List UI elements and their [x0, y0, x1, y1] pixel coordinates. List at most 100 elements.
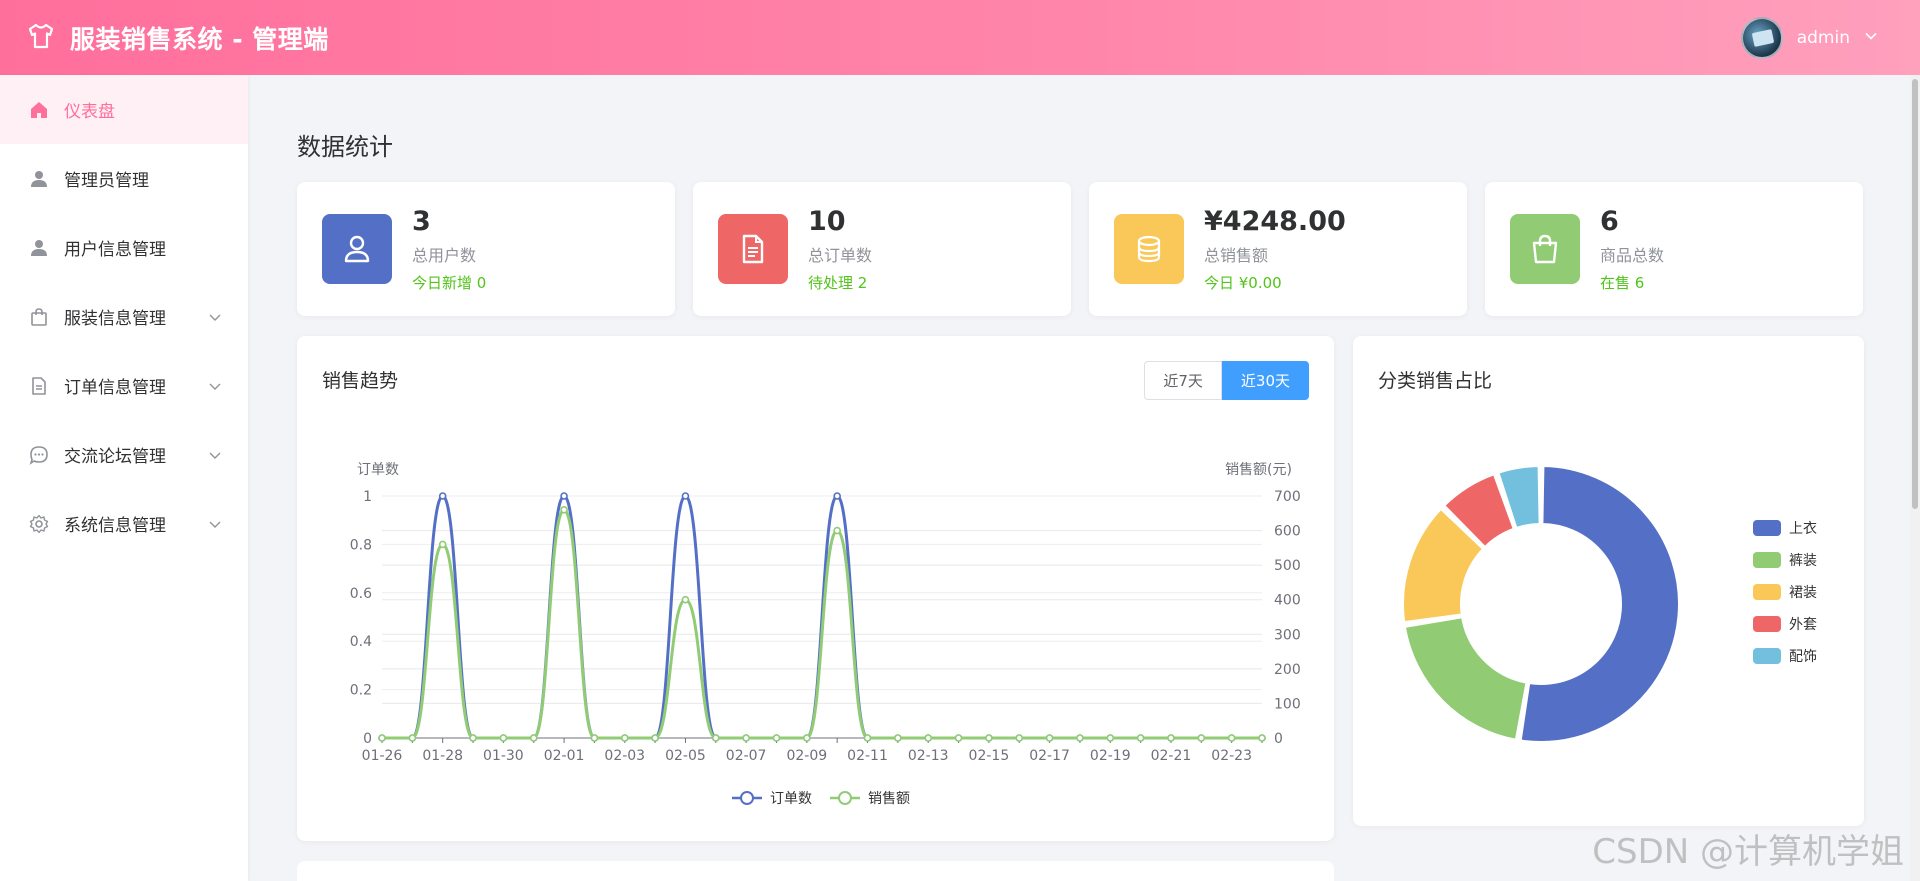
range-7-days-button[interactable]: 近7天 [1144, 361, 1222, 400]
stat-label: 总订单数 [808, 245, 873, 265]
legend-swatch [1753, 584, 1781, 600]
data-point [681, 492, 690, 500]
home-icon [28, 99, 50, 121]
x-tick-label: 01-26 [362, 748, 403, 764]
data-point [742, 734, 750, 742]
sales-trend-chart: 010020030040050060070000.20.40.60.81订单数销… [350, 462, 1301, 807]
data-point [985, 734, 993, 742]
data-point [560, 492, 568, 500]
x-tick-label: 02-21 [1151, 748, 1192, 764]
bag-icon [28, 306, 50, 328]
legend-swatch [1753, 520, 1781, 536]
pie-slice-配饰 [1497, 465, 1541, 529]
document-icon [28, 375, 50, 397]
data-point [863, 734, 872, 742]
sidebar-item-system[interactable]: 系统信息管理 [0, 489, 248, 558]
user-icon [28, 168, 50, 190]
y-right-tick-label: 300 [1274, 627, 1301, 643]
sidebar-item-forum[interactable]: 交流论坛管理 [0, 420, 248, 489]
page-scrollbar[interactable] [1910, 75, 1920, 881]
series-line-销售额 [382, 508, 1262, 740]
app-title: 服装销售系统 - 管理端 [70, 24, 329, 54]
sidebar-item-clothing[interactable]: 服装信息管理 [0, 282, 248, 351]
user-menu[interactable]: admin [1740, 16, 1878, 59]
x-tick-label: 02-05 [665, 748, 706, 764]
top-header: 服装销售系统 - 管理端 admin [0, 0, 1920, 75]
y-right-tick-label: 700 [1274, 489, 1301, 505]
username[interactable]: admin [1796, 27, 1850, 48]
next-panel-top [297, 861, 1334, 881]
chevron-down-icon[interactable] [208, 379, 222, 393]
y-right-tick-label: 100 [1274, 696, 1301, 712]
sidebar-item-orders[interactable]: 订单信息管理 [0, 351, 248, 420]
y-left-tick-label: 0 [363, 731, 372, 747]
stat-value: 10 [808, 205, 846, 237]
range-30-days-button[interactable]: 近30天 [1221, 361, 1309, 400]
legend-label: 订单数 [770, 791, 812, 807]
coins-icon [1114, 214, 1184, 284]
legend-marker [838, 791, 852, 805]
data-point [529, 734, 538, 742]
user-icon [28, 237, 50, 259]
sidebar-item-label: 订单信息管理 [64, 378, 166, 398]
data-point [833, 526, 841, 535]
sidebar-item-label: 用户信息管理 [64, 240, 166, 260]
sidebar-item-dashboard[interactable]: 仪表盘 [0, 75, 248, 144]
scrollbar-thumb[interactable] [1912, 79, 1918, 509]
y-right-tick-label: 400 [1274, 593, 1301, 609]
data-point [803, 734, 811, 742]
data-point [924, 734, 933, 742]
x-tick-label: 02-01 [544, 748, 585, 764]
stat-label: 总用户数 [412, 245, 477, 265]
stat-value: ¥4248.00 [1204, 205, 1346, 237]
stat-label: 商品总数 [1600, 245, 1665, 265]
pie-slice-上衣 [1519, 465, 1680, 743]
sidebar-item-label: 仪表盘 [64, 102, 115, 122]
sidebar-item-users[interactable]: 用户信息管理 [0, 213, 248, 282]
legend-label: 裙装 [1789, 585, 1817, 601]
chevron-down-icon[interactable] [208, 310, 222, 324]
range-toggle: 近7天 近30天 [1144, 361, 1309, 400]
data-point [894, 734, 902, 742]
x-tick-label: 02-11 [847, 748, 888, 764]
sidebar-item-label: 系统信息管理 [64, 516, 166, 536]
stat-sub: 待处理 2 [808, 273, 868, 292]
data-point [1167, 734, 1175, 742]
avatar[interactable] [1740, 16, 1783, 59]
sidebar: 仪表盘 管理员管理 用户信息管理 服装信息管理 订单信息管理 交流论坛管理 [0, 75, 248, 881]
legend-swatch [1753, 648, 1781, 664]
stat-card-orders: 10 总订单数 待处理 2 [693, 182, 1071, 316]
chevron-down-icon[interactable] [1864, 28, 1878, 47]
y-left-axis-label: 订单数 [357, 462, 399, 478]
stat-sub: 今日 ¥0.00 [1204, 273, 1282, 292]
sales-trend-panel: 销售趋势 近7天 近30天 0 100 200 300 400 500 600 700 0 0.2… [297, 336, 1334, 841]
data-point [954, 734, 963, 742]
pie-slice-裙装 [1402, 507, 1484, 624]
data-point [438, 492, 447, 500]
sidebar-item-label: 服装信息管理 [64, 309, 166, 329]
legend-label: 上衣 [1789, 521, 1817, 537]
user-icon [322, 214, 392, 284]
chevron-down-icon[interactable] [208, 448, 222, 462]
stat-label: 总销售额 [1204, 245, 1269, 265]
sidebar-item-label: 管理员管理 [64, 171, 149, 191]
data-point [378, 734, 386, 742]
document-icon [718, 214, 788, 284]
data-point [1227, 734, 1236, 742]
data-point [1258, 734, 1266, 742]
x-tick-label: 01-30 [483, 748, 524, 764]
sidebar-item-admins[interactable]: 管理员管理 [0, 144, 248, 213]
legend-label: 配饰 [1789, 649, 1817, 665]
legend-swatch [1753, 616, 1781, 632]
stat-sub: 在售 6 [1600, 273, 1645, 292]
stat-card-sales: ¥4248.00 总销售额 今日 ¥0.00 [1089, 182, 1467, 316]
panel-title: 分类销售占比 [1378, 370, 1493, 392]
bag-icon [1510, 214, 1580, 284]
y-right-tick-label: 0 [1274, 731, 1283, 747]
y-right-axis-label: 销售额(元) [1225, 462, 1292, 478]
data-point [438, 540, 447, 549]
x-tick-label: 02-15 [969, 748, 1010, 764]
data-point [1076, 734, 1084, 742]
y-right-tick-label: 200 [1274, 662, 1301, 678]
chevron-down-icon[interactable] [208, 517, 222, 531]
